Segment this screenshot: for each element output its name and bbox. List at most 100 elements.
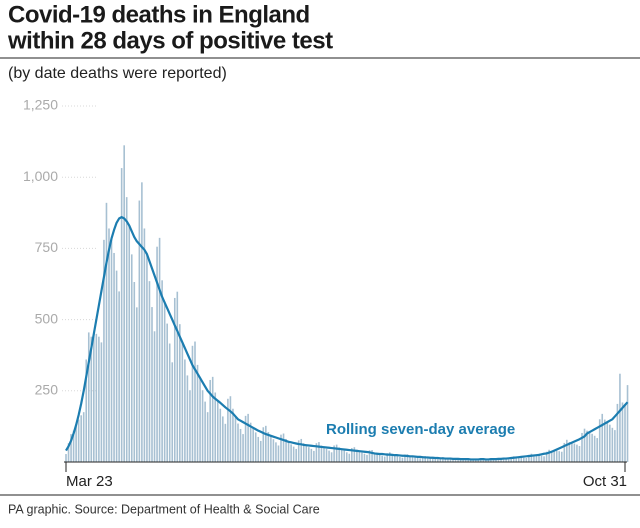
bar	[90, 336, 93, 462]
bar	[603, 419, 606, 462]
bar	[148, 281, 151, 462]
x-tick-label: Oct 31	[583, 473, 627, 490]
bar	[80, 415, 82, 462]
bar	[406, 454, 409, 462]
bar	[439, 457, 442, 462]
bar	[310, 448, 313, 462]
chart-title: within 28 days of positive test	[7, 27, 333, 54]
bar	[421, 456, 424, 462]
bar	[87, 332, 90, 462]
bar	[601, 413, 604, 462]
bar	[118, 291, 120, 462]
bar	[156, 246, 158, 462]
bar	[257, 436, 260, 462]
bar	[345, 452, 348, 462]
bar	[105, 202, 108, 462]
bar	[340, 449, 343, 462]
bar	[295, 448, 297, 462]
bar	[464, 459, 467, 462]
bar	[568, 442, 571, 462]
bar	[110, 238, 113, 462]
average-line	[65, 215, 629, 461]
bar	[381, 455, 383, 462]
bar	[545, 451, 548, 462]
y-tick-label: 500	[35, 310, 59, 326]
bar	[386, 453, 389, 462]
subtitle: (by date deaths were reported)	[8, 65, 227, 82]
bar	[482, 459, 485, 462]
bar	[363, 453, 366, 462]
bar	[227, 398, 229, 462]
bar	[472, 460, 475, 462]
bar	[606, 422, 609, 462]
bar	[158, 237, 161, 462]
bar	[444, 458, 447, 462]
bar	[447, 458, 449, 462]
bar	[70, 434, 72, 462]
bar	[396, 455, 399, 462]
bar	[305, 445, 308, 462]
bar	[216, 400, 219, 462]
bar	[485, 459, 487, 462]
bar	[252, 427, 254, 462]
bar	[125, 197, 128, 463]
y-tick-label: 250	[35, 382, 59, 398]
bar	[538, 455, 540, 462]
bar	[576, 444, 578, 462]
bar	[328, 450, 330, 462]
bar	[133, 282, 136, 462]
bar	[338, 447, 340, 462]
bar	[239, 428, 242, 462]
bar	[611, 427, 614, 462]
bar	[376, 453, 378, 462]
bar	[356, 449, 358, 462]
bar	[168, 343, 171, 462]
bar	[191, 345, 194, 462]
bar	[467, 459, 469, 462]
bar	[201, 390, 204, 462]
bar	[143, 228, 146, 462]
bar	[282, 433, 285, 462]
bar	[138, 200, 141, 463]
bar	[323, 447, 325, 462]
bar	[115, 270, 118, 462]
annotation: Rolling seven-day average	[326, 421, 515, 438]
bar	[189, 390, 191, 462]
bar	[626, 385, 629, 462]
bar	[512, 456, 515, 462]
bar	[229, 396, 232, 462]
bar	[292, 446, 295, 462]
bar	[442, 457, 444, 462]
bar	[555, 450, 558, 462]
bar	[404, 454, 406, 462]
bar	[378, 454, 381, 462]
y-tick-label: 1,000	[23, 168, 58, 184]
bar	[234, 416, 237, 462]
bar	[318, 442, 320, 462]
bar	[588, 432, 591, 462]
bar	[366, 454, 368, 462]
bar	[259, 440, 262, 462]
bar	[244, 415, 247, 462]
bar	[249, 422, 252, 462]
bar	[108, 228, 110, 462]
bar	[285, 438, 287, 462]
bar	[429, 457, 432, 462]
bar	[308, 447, 310, 462]
bar	[500, 458, 502, 462]
bar	[297, 440, 300, 462]
bar	[437, 459, 439, 462]
bar	[196, 364, 199, 462]
bar	[520, 457, 523, 462]
bar	[262, 427, 265, 462]
bar	[431, 458, 434, 462]
bar	[358, 451, 361, 462]
bar	[335, 444, 338, 462]
bar	[616, 403, 619, 462]
bar	[591, 433, 593, 462]
bar	[515, 456, 518, 462]
bar	[419, 458, 421, 462]
bar	[510, 457, 512, 462]
bar	[394, 455, 396, 462]
bar	[146, 254, 148, 462]
